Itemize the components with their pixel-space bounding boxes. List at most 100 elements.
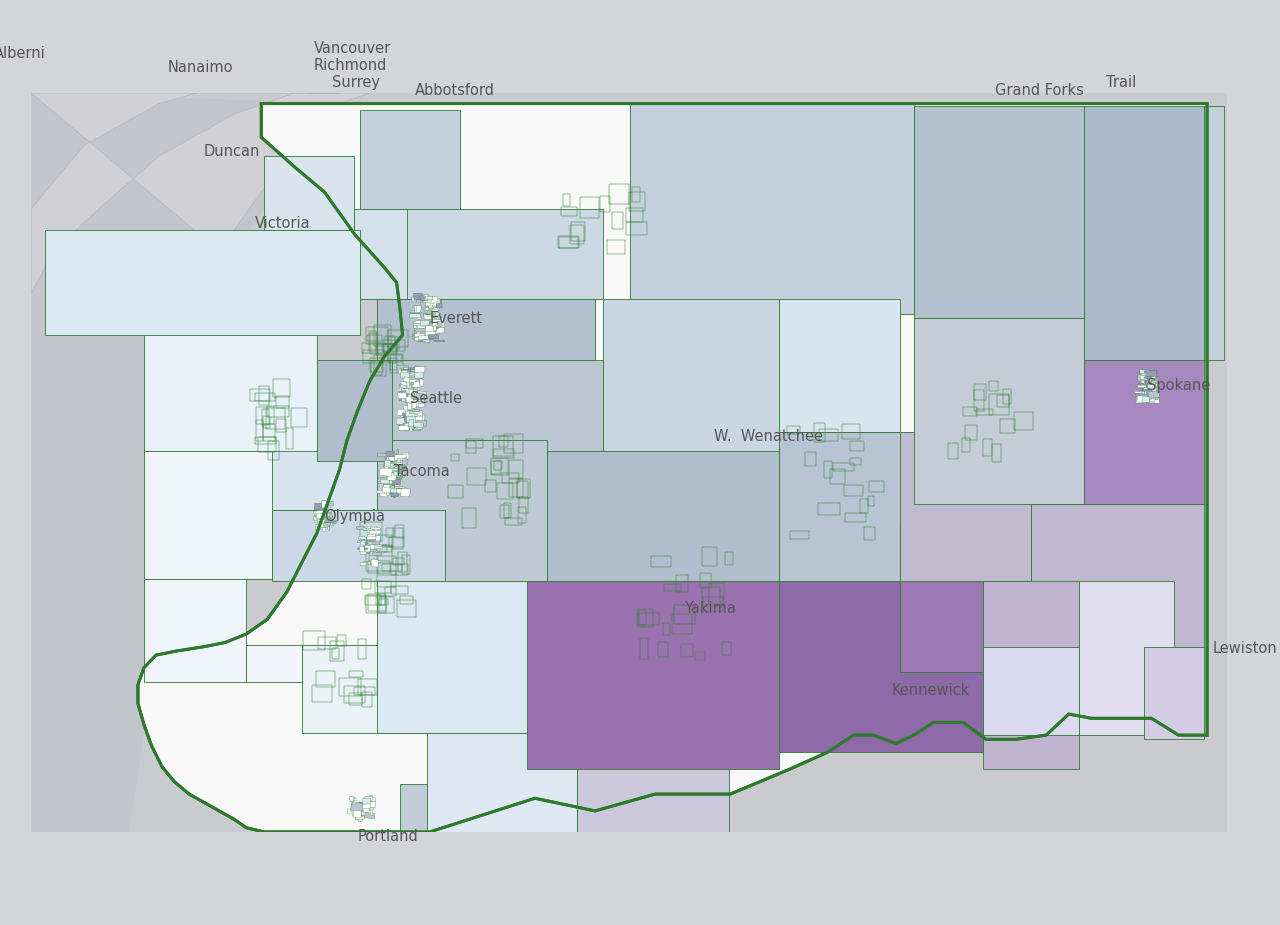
Polygon shape	[419, 335, 428, 339]
Polygon shape	[419, 396, 425, 402]
Polygon shape	[367, 561, 370, 564]
Polygon shape	[324, 521, 337, 524]
Polygon shape	[404, 386, 412, 388]
Polygon shape	[435, 327, 443, 332]
Polygon shape	[1142, 381, 1152, 383]
Polygon shape	[389, 483, 392, 488]
Polygon shape	[366, 536, 376, 539]
Polygon shape	[1143, 388, 1149, 389]
Polygon shape	[435, 325, 439, 327]
Polygon shape	[407, 402, 412, 410]
Polygon shape	[1151, 384, 1157, 388]
Text: Lewiston: Lewiston	[1213, 641, 1277, 657]
Polygon shape	[438, 321, 443, 327]
Polygon shape	[425, 296, 433, 300]
Polygon shape	[412, 401, 417, 409]
Polygon shape	[394, 467, 398, 469]
Polygon shape	[355, 209, 407, 300]
Polygon shape	[396, 418, 407, 425]
Polygon shape	[389, 479, 399, 483]
Polygon shape	[416, 415, 425, 422]
Polygon shape	[383, 485, 390, 488]
Polygon shape	[411, 382, 413, 385]
Polygon shape	[407, 390, 417, 395]
Polygon shape	[138, 104, 1207, 832]
Polygon shape	[399, 467, 407, 470]
Polygon shape	[1152, 384, 1156, 386]
Polygon shape	[1153, 388, 1155, 390]
Polygon shape	[428, 296, 438, 303]
Polygon shape	[383, 480, 393, 485]
Polygon shape	[366, 537, 370, 541]
Polygon shape	[362, 539, 366, 544]
Polygon shape	[402, 374, 404, 378]
Polygon shape	[361, 811, 365, 815]
Text: Spokane: Spokane	[1147, 378, 1210, 393]
Polygon shape	[1138, 395, 1148, 402]
Polygon shape	[399, 371, 407, 376]
Polygon shape	[399, 424, 404, 426]
Polygon shape	[547, 450, 778, 582]
Polygon shape	[413, 425, 420, 431]
Polygon shape	[401, 488, 410, 497]
Polygon shape	[778, 582, 983, 752]
Polygon shape	[328, 520, 333, 525]
Polygon shape	[412, 423, 421, 426]
Polygon shape	[396, 450, 398, 457]
Polygon shape	[394, 456, 401, 461]
Polygon shape	[374, 538, 380, 540]
Polygon shape	[900, 432, 1032, 582]
Polygon shape	[415, 334, 425, 340]
Polygon shape	[371, 536, 380, 543]
Polygon shape	[410, 398, 417, 399]
Polygon shape	[1148, 388, 1151, 395]
Polygon shape	[408, 419, 420, 426]
Polygon shape	[387, 477, 393, 483]
Polygon shape	[1144, 376, 1152, 378]
Text: Tacoma: Tacoma	[393, 464, 449, 479]
Polygon shape	[1146, 394, 1152, 395]
Polygon shape	[378, 582, 547, 733]
Polygon shape	[143, 450, 271, 579]
Polygon shape	[403, 426, 408, 430]
Polygon shape	[403, 423, 415, 429]
Polygon shape	[399, 368, 407, 371]
Polygon shape	[412, 389, 417, 398]
Polygon shape	[360, 562, 366, 565]
Polygon shape	[325, 516, 333, 518]
Polygon shape	[371, 559, 375, 565]
Polygon shape	[404, 424, 407, 431]
Polygon shape	[410, 337, 419, 338]
Polygon shape	[1149, 383, 1152, 390]
Polygon shape	[403, 494, 406, 495]
Polygon shape	[396, 464, 401, 469]
Polygon shape	[1144, 389, 1149, 395]
Polygon shape	[397, 365, 408, 371]
Polygon shape	[319, 518, 328, 519]
Polygon shape	[430, 322, 434, 324]
Polygon shape	[408, 411, 419, 413]
Polygon shape	[393, 472, 398, 476]
Polygon shape	[1147, 389, 1152, 396]
Polygon shape	[415, 366, 425, 373]
Polygon shape	[365, 549, 376, 552]
Polygon shape	[358, 536, 366, 539]
Polygon shape	[420, 327, 426, 330]
Polygon shape	[402, 458, 407, 465]
Polygon shape	[1204, 105, 1224, 361]
Polygon shape	[384, 460, 390, 466]
Polygon shape	[401, 371, 408, 375]
Polygon shape	[398, 392, 407, 399]
Polygon shape	[402, 370, 408, 375]
Polygon shape	[358, 816, 362, 821]
Polygon shape	[357, 548, 367, 549]
Polygon shape	[379, 464, 390, 466]
Polygon shape	[355, 817, 357, 820]
Polygon shape	[397, 422, 406, 425]
Polygon shape	[389, 462, 401, 466]
Polygon shape	[399, 384, 403, 391]
Polygon shape	[408, 393, 420, 400]
Polygon shape	[433, 329, 435, 336]
Polygon shape	[426, 311, 434, 314]
Polygon shape	[1146, 370, 1157, 377]
